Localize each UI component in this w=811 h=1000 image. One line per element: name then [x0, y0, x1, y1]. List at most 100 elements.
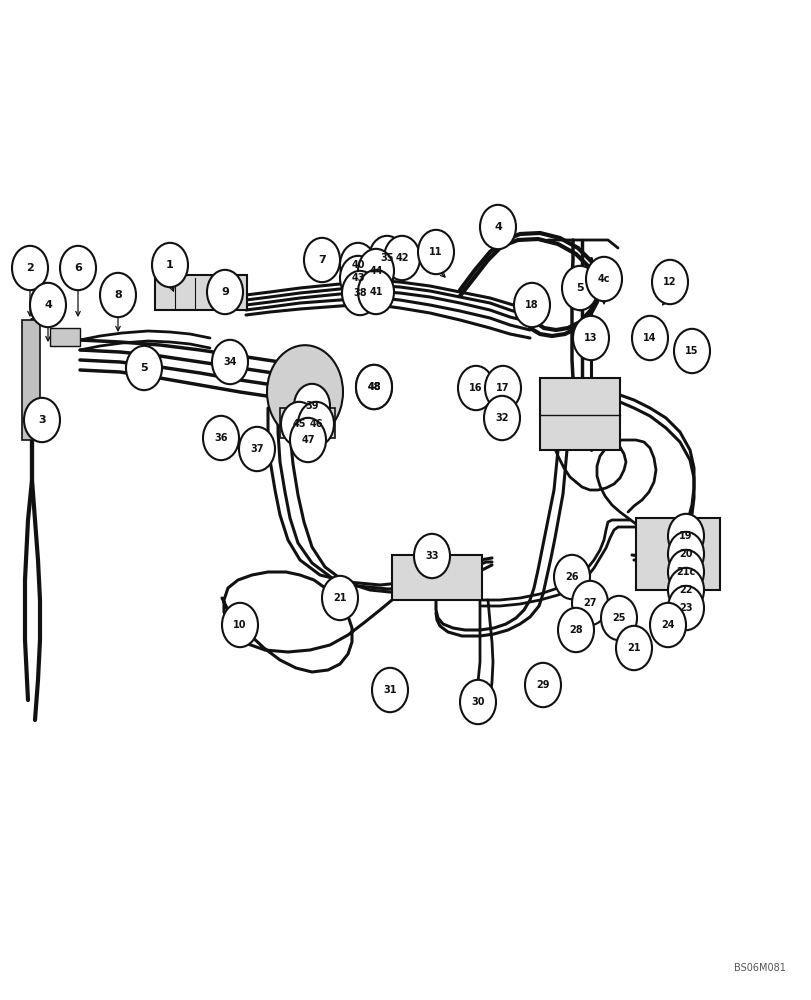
Text: 5: 5	[140, 363, 148, 373]
Text: 4: 4	[493, 222, 501, 232]
Circle shape	[667, 550, 703, 594]
Text: 10: 10	[233, 620, 247, 630]
Circle shape	[586, 257, 621, 301]
Circle shape	[303, 238, 340, 282]
Text: 7: 7	[318, 255, 325, 265]
Bar	[22, 320, 40, 440]
Text: 2: 2	[26, 263, 34, 273]
Circle shape	[460, 680, 496, 724]
Circle shape	[281, 402, 316, 446]
Text: 36: 36	[214, 433, 227, 443]
Text: 24: 24	[660, 620, 674, 630]
Text: 38: 38	[353, 288, 367, 298]
Text: 46: 46	[309, 419, 322, 429]
Text: 17: 17	[496, 383, 509, 393]
Circle shape	[667, 532, 703, 576]
Circle shape	[513, 283, 549, 327]
Circle shape	[126, 346, 162, 390]
Text: 43: 43	[351, 273, 364, 283]
Circle shape	[667, 568, 703, 612]
Text: 16: 16	[469, 383, 483, 393]
Text: 1: 1	[166, 260, 174, 270]
Text: 19: 19	[679, 531, 692, 541]
Circle shape	[290, 418, 325, 462]
Circle shape	[557, 608, 594, 652]
Text: 41: 41	[369, 287, 382, 297]
Circle shape	[212, 340, 247, 384]
Circle shape	[457, 366, 493, 410]
Bar	[539, 378, 620, 450]
Circle shape	[340, 243, 375, 287]
Circle shape	[571, 581, 607, 625]
Circle shape	[368, 236, 405, 280]
Circle shape	[238, 427, 275, 471]
Circle shape	[561, 266, 597, 310]
Circle shape	[294, 384, 329, 428]
Ellipse shape	[267, 345, 342, 439]
Text: 35: 35	[380, 253, 393, 263]
Text: 30: 30	[470, 697, 484, 707]
Circle shape	[484, 366, 521, 410]
Circle shape	[371, 668, 407, 712]
Bar	[280, 408, 335, 438]
Text: 11: 11	[429, 247, 442, 257]
Bar	[50, 328, 80, 346]
Circle shape	[340, 256, 375, 300]
Circle shape	[479, 205, 515, 249]
Circle shape	[298, 402, 333, 446]
Circle shape	[24, 398, 60, 442]
Text: 39: 39	[305, 401, 319, 411]
Circle shape	[600, 596, 636, 640]
Text: 48: 48	[367, 382, 380, 392]
Text: 9: 9	[221, 287, 229, 297]
Circle shape	[100, 273, 135, 317]
Circle shape	[60, 246, 96, 290]
Circle shape	[203, 416, 238, 460]
Circle shape	[322, 576, 358, 620]
Circle shape	[553, 555, 590, 599]
Text: 14: 14	[642, 333, 656, 343]
Circle shape	[631, 316, 667, 360]
Text: 21: 21	[333, 593, 346, 603]
Circle shape	[649, 603, 685, 647]
Circle shape	[358, 270, 393, 314]
Circle shape	[207, 270, 242, 314]
Text: 20: 20	[679, 549, 692, 559]
Text: 18: 18	[525, 300, 539, 310]
Text: 6: 6	[74, 263, 82, 273]
Text: 4: 4	[44, 300, 52, 310]
Text: 40: 40	[351, 260, 364, 270]
Circle shape	[358, 249, 393, 293]
Circle shape	[651, 260, 687, 304]
Text: 44: 44	[369, 266, 382, 276]
Text: 15: 15	[684, 346, 698, 356]
Text: 12: 12	[663, 277, 676, 287]
Circle shape	[341, 271, 378, 315]
Circle shape	[573, 316, 608, 360]
Text: 37: 37	[250, 444, 264, 454]
Text: 45: 45	[292, 419, 306, 429]
Bar	[392, 555, 482, 600]
Circle shape	[667, 514, 703, 558]
Text: 48: 48	[367, 382, 380, 392]
Circle shape	[418, 230, 453, 274]
Text: 27: 27	[582, 598, 596, 608]
Text: 26: 26	[564, 572, 578, 582]
Circle shape	[483, 396, 519, 440]
Text: BS06M081: BS06M081	[733, 963, 785, 973]
Text: 47: 47	[301, 435, 315, 445]
Text: 33: 33	[425, 551, 438, 561]
Circle shape	[667, 586, 703, 630]
Text: 13: 13	[584, 333, 597, 343]
Bar	[635, 518, 719, 590]
Text: 21c: 21c	[676, 567, 695, 577]
Circle shape	[355, 365, 392, 409]
Circle shape	[152, 243, 188, 287]
Text: 21: 21	[626, 643, 640, 653]
Text: 29: 29	[535, 680, 549, 690]
Text: 8: 8	[114, 290, 122, 300]
Text: 42: 42	[395, 253, 408, 263]
Text: 4c: 4c	[597, 274, 610, 284]
Circle shape	[12, 246, 48, 290]
Text: 25: 25	[611, 613, 625, 623]
